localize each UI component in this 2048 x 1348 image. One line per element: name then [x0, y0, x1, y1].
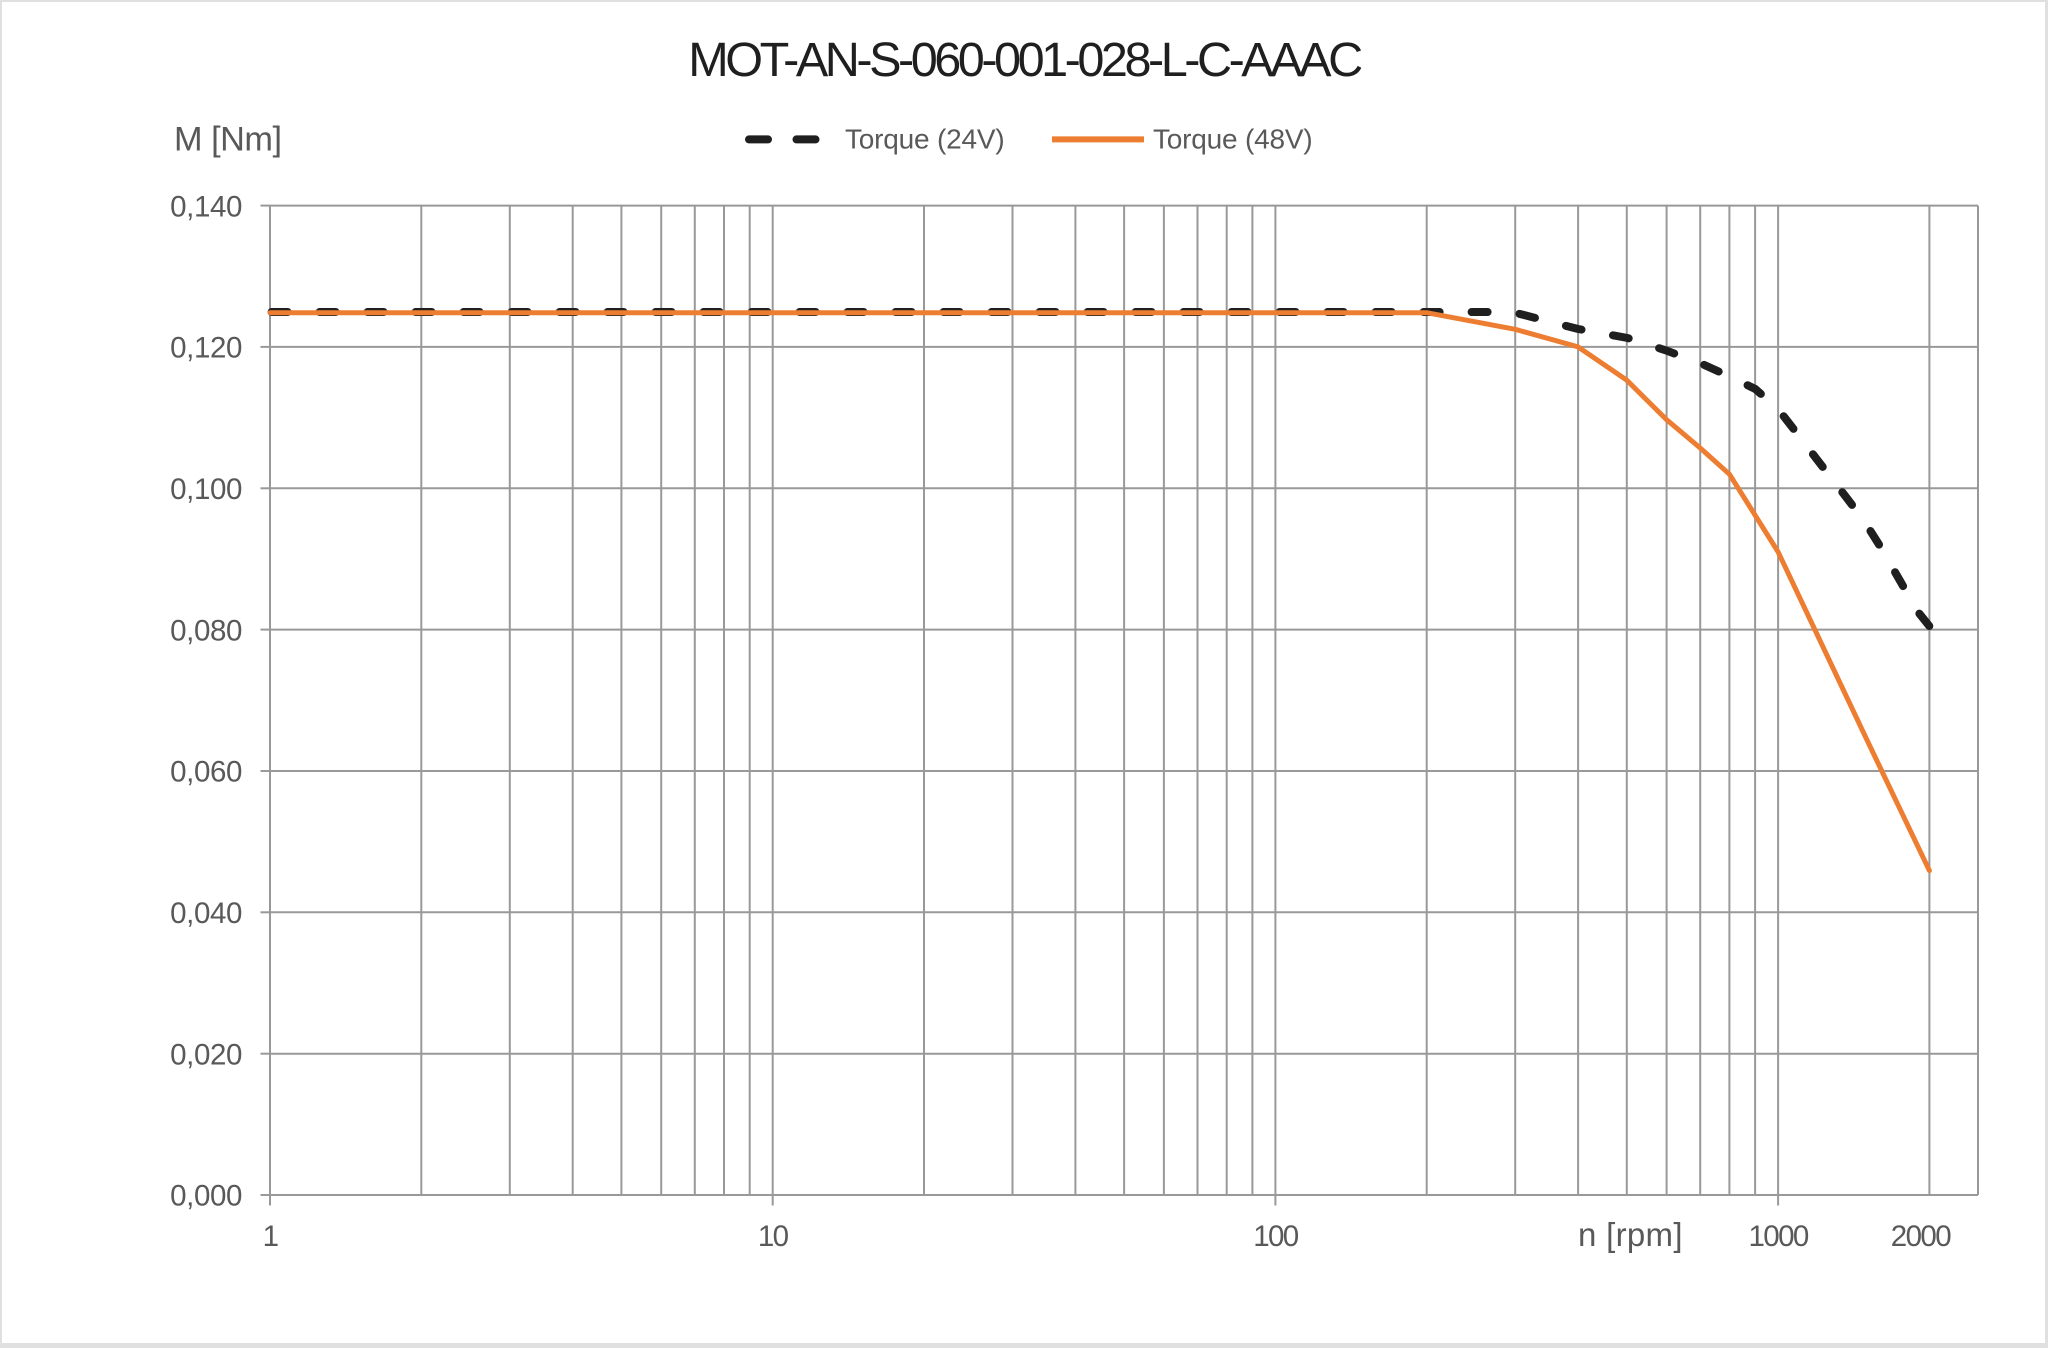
svg-text:0,000: 0,000 [170, 1180, 242, 1213]
svg-text:2000: 2000 [1891, 1220, 1951, 1253]
svg-text:Torque (48V): Torque (48V) [1153, 124, 1312, 155]
svg-text:0,120: 0,120 [170, 332, 242, 365]
svg-text:1: 1 [263, 1220, 278, 1253]
svg-text:100: 100 [1253, 1220, 1299, 1253]
svg-text:MOT-AN-S-060-001-028-L-C-AAAC: MOT-AN-S-060-001-028-L-C-AAAC [688, 33, 1362, 87]
svg-text:0,040: 0,040 [170, 897, 242, 930]
svg-text:0,140: 0,140 [170, 190, 242, 223]
svg-text:0,100: 0,100 [170, 473, 242, 506]
svg-text:Torque (24V): Torque (24V) [845, 124, 1004, 155]
svg-text:0,020: 0,020 [170, 1038, 242, 1071]
svg-text:10: 10 [758, 1220, 789, 1253]
svg-text:0,060: 0,060 [170, 756, 242, 789]
svg-text:M [Nm]: M [Nm] [174, 121, 282, 159]
svg-text:n [rpm]: n [rpm] [1578, 1216, 1683, 1253]
svg-text:0,080: 0,080 [170, 614, 242, 647]
svg-text:1000: 1000 [1748, 1220, 1808, 1253]
